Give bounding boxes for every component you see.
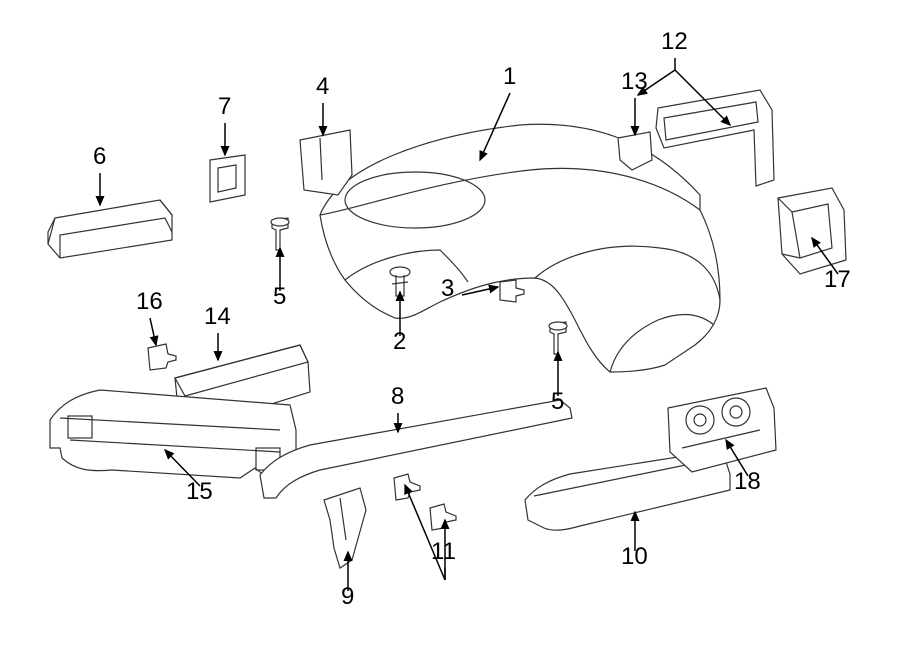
callout-label-6: 6 (93, 143, 106, 171)
bolt (430, 504, 456, 530)
callout-label-17: 17 (824, 266, 851, 294)
lower-trim (525, 450, 730, 530)
retainer-clip (390, 267, 410, 296)
callout-label-9: 9 (341, 583, 354, 611)
bolt (148, 344, 176, 370)
side-trim (656, 90, 774, 186)
callout-label-8: 8 (391, 383, 404, 411)
lower-bracket (324, 488, 366, 568)
side-support (778, 188, 846, 274)
callout-label-4: 4 (316, 73, 329, 101)
impact-bar (50, 390, 296, 480)
bolt (394, 474, 420, 500)
callout-label-16: 16 (136, 288, 163, 316)
lower-stiffener (260, 400, 572, 498)
mount-bolt (271, 218, 289, 250)
callout-label-18: 18 (734, 468, 761, 496)
callout-label-15: 15 (186, 478, 213, 506)
side-bracket (48, 200, 172, 258)
callout-label-11: 11 (431, 538, 456, 566)
end-cap (618, 132, 652, 170)
callout-label-12: 12 (661, 28, 688, 56)
bumper-cover (320, 124, 720, 372)
mount-bolt (549, 322, 567, 354)
clip-bracket (210, 155, 245, 202)
callout-label-1: 1 (503, 63, 516, 91)
callout-label-10: 10 (621, 543, 648, 571)
energy-absorber (175, 345, 310, 428)
upper-bracket (300, 130, 352, 195)
callout-label-7: 7 (218, 93, 231, 121)
callout-label-13: 13 (621, 68, 648, 96)
callout-label-14: 14 (204, 303, 231, 331)
bolt-clip (500, 280, 524, 302)
callout-label-5: 5 (273, 283, 286, 311)
callout-label-2: 2 (393, 328, 406, 356)
callout-label-3: 3 (441, 275, 454, 303)
exhaust-cover (668, 388, 776, 472)
callout-label-5: 5 (551, 388, 564, 416)
